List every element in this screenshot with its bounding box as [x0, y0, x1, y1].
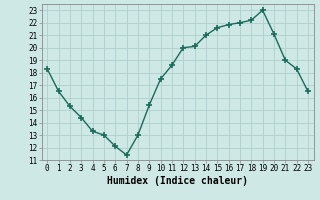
X-axis label: Humidex (Indice chaleur): Humidex (Indice chaleur): [107, 176, 248, 186]
